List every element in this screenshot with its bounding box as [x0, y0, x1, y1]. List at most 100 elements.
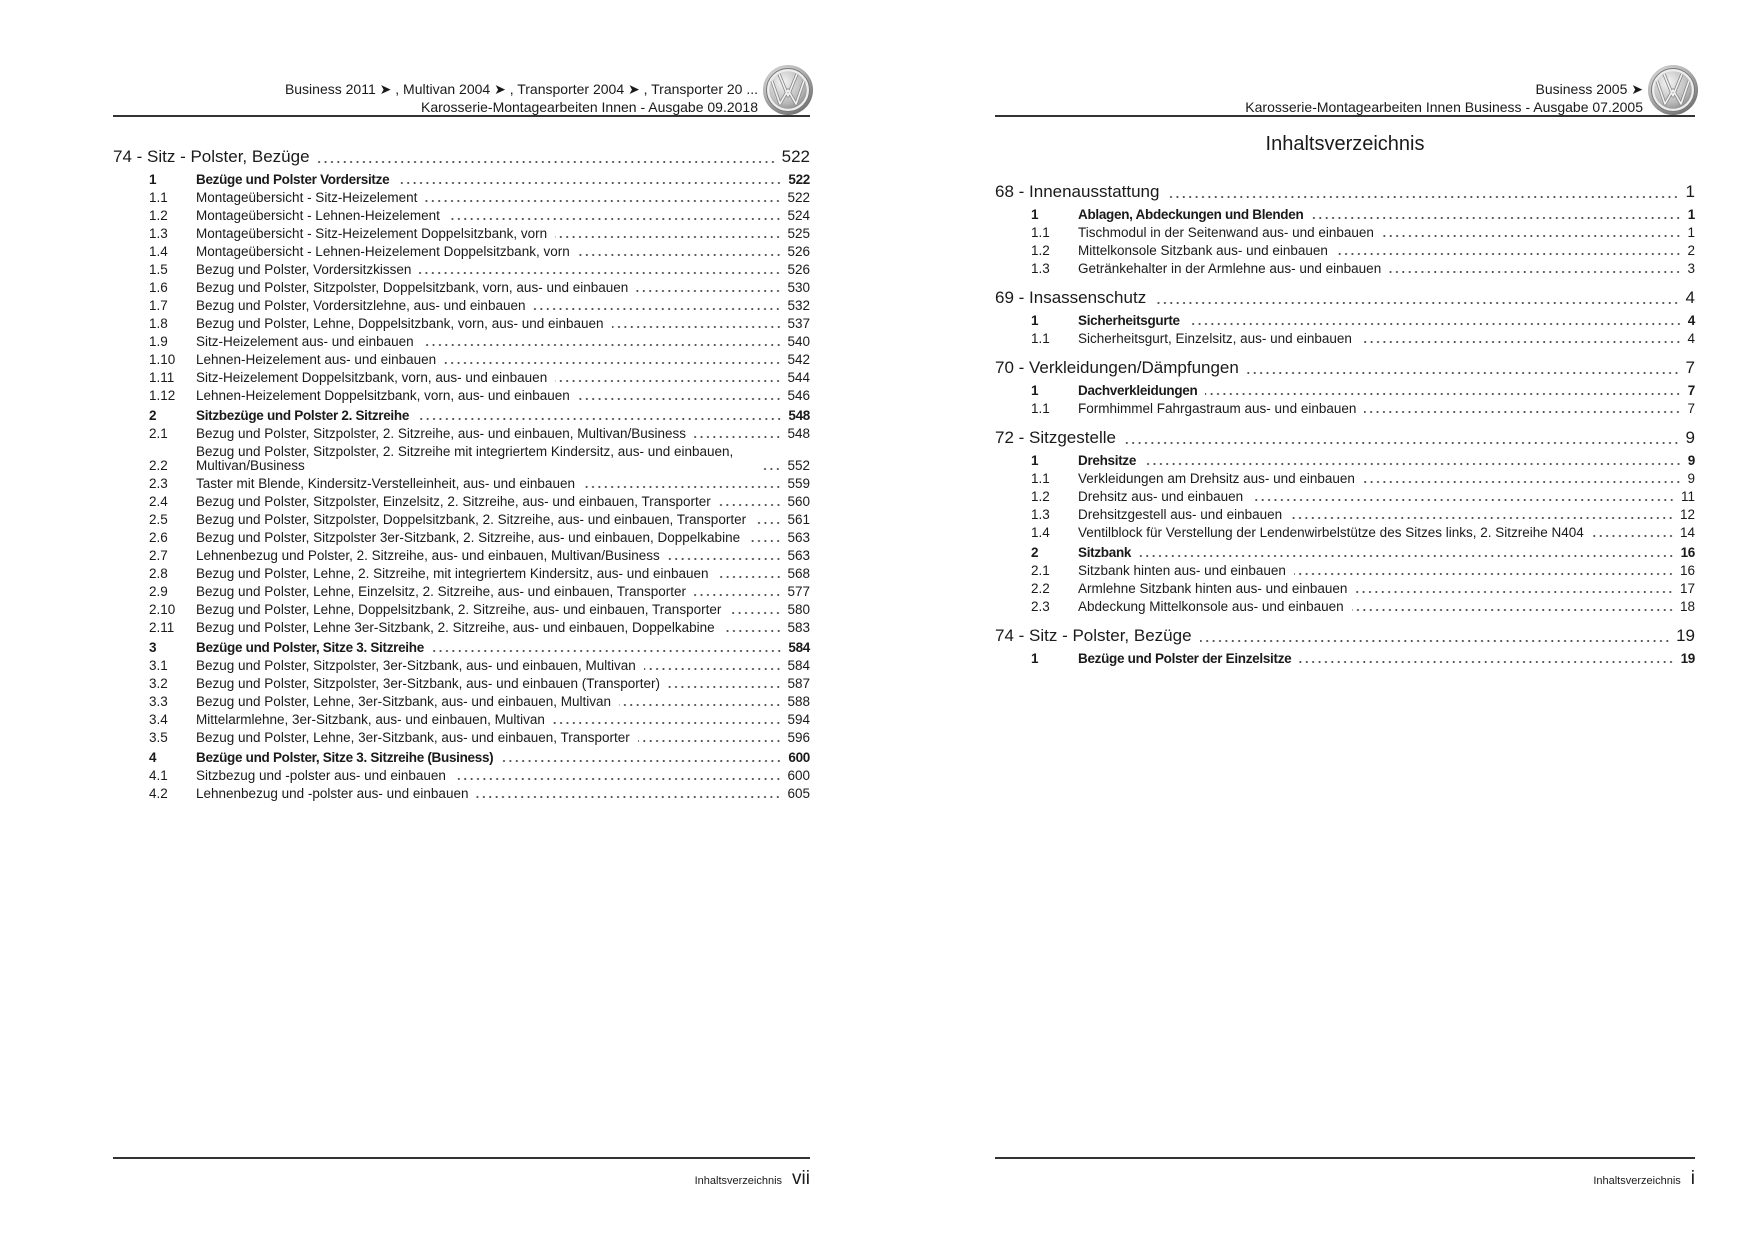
toc-item[interactable]: 2.10 Bezug und Polster, Lehne, Doppelsitz…: [113, 601, 810, 619]
toc-item[interactable]: 2.5 Bezug und Polster, Sitzpolster, Doppe…: [113, 511, 810, 529]
toc-item[interactable]: 3.5 Bezug und Polster, Lehne, 3er-Sitzban…: [113, 729, 810, 747]
toc-item[interactable]: 1.8 Bezug und Polster, Lehne, Doppelsitzb…: [113, 315, 810, 333]
entry-title: Bezüge und Polster Vordersitze: [196, 172, 390, 187]
toc-item[interactable]: 2.6 Bezug und Polster, Sitzpolster 3er-Si…: [113, 529, 810, 547]
dot-leader: [748, 533, 782, 543]
toc-item[interactable]: 1.1 Sicherheitsgurt, Einzelsitz, aus- und…: [995, 330, 1695, 348]
entry-title: Bezug und Polster, Sitzpolster, 2. Sitzr…: [196, 426, 687, 441]
entry-title: Mittelarmlehne, 3er-Sitzbank, aus- und e…: [196, 712, 545, 727]
toc-item[interactable]: 4.2 Lehnenbezug und -polster aus- und ein…: [113, 785, 810, 803]
entry-page-number: 568: [787, 566, 810, 581]
toc-item[interactable]: 1.3 Montageübersicht - Sitz-Heizelement D…: [113, 225, 810, 243]
entry-title: Bezug und Polster, Lehne, Doppelsitzbank…: [196, 602, 722, 617]
entry-number: 4: [149, 750, 157, 765]
toc-item[interactable]: 2.2 Armlehne Sitzbank hinten aus- und ein…: [995, 580, 1695, 598]
footer-page-number: vii: [792, 1168, 810, 1189]
toc-item[interactable]: 1.5 Bezug und Polster, Vordersitzkissen 52…: [113, 261, 810, 279]
entry-page-number: 561: [787, 512, 810, 527]
entry-number: 1.1: [1031, 331, 1050, 346]
toc-item[interactable]: 1.9 Sitz-Heizelement aus- und einbauen 540: [113, 333, 810, 351]
toc-item[interactable]: 3.4 Mittelarmlehne, 3er-Sitzbank, aus- un…: [113, 711, 810, 729]
toc-item[interactable]: 2.11 Bezug und Polster, Lehne 3er-Sitzban…: [113, 619, 810, 637]
toc-item[interactable]: 1.7 Bezug und Polster, Vordersitzlehne, a…: [113, 297, 810, 315]
entry-number: 1: [1031, 313, 1039, 328]
entry-title: Sitzbank hinten aus- und einbauen: [1078, 563, 1286, 578]
entry-number: 2.3: [149, 476, 168, 491]
entry-title: Montageübersicht - Sitz-Heizelement Dopp…: [196, 226, 548, 241]
toc-section[interactable]: 1 Bezüge und Polster Vordersitze 522: [113, 171, 810, 189]
toc-item[interactable]: 1.2 Montageübersicht - Lehnen-Heizelement…: [113, 207, 810, 225]
entry-page-number: 1: [1687, 207, 1696, 222]
entry-number: 1: [1031, 651, 1039, 666]
toc-item[interactable]: 2.3 Taster mit Blende, Kindersitz-Verstel…: [113, 475, 810, 493]
entry-title: Taster mit Blende, Kindersitz-Verstellei…: [196, 476, 575, 491]
toc-item[interactable]: 1.1 Formhimmel Fahrgastraum aus- und einb…: [995, 400, 1695, 418]
toc-chapter[interactable]: 68 - Innenausstattung 1: [995, 180, 1695, 204]
toc-item[interactable]: 1.3 Getränkehalter in der Armlehne aus- u…: [995, 260, 1695, 278]
dot-leader: [611, 319, 782, 329]
entry-title: 70 - Verkleidungen/Dämpfungen: [995, 358, 1239, 377]
entry-number: 1.6: [149, 280, 168, 295]
entry-title: Lehnenbezug und Polster, 2. Sitzreihe, a…: [196, 548, 660, 563]
toc-item[interactable]: 1.10 Lehnen-Heizelement aus- und einbauen…: [113, 351, 810, 369]
toc-section[interactable]: 4 Bezüge und Polster, Sitze 3. Sitzreihe …: [113, 749, 810, 767]
entry-title: Sitz-Heizelement aus- und einbauen: [196, 334, 414, 349]
entry-title: Montageübersicht - Lehnen-Heizelement: [196, 208, 440, 223]
dot-leader: [619, 697, 782, 707]
entry-page-number: 526: [787, 244, 810, 259]
dot-leader: [636, 283, 782, 293]
toc-section[interactable]: 2 Sitzbank 16: [995, 544, 1695, 562]
entry-title: Bezüge und Polster der Einzelsitze: [1078, 651, 1292, 666]
dot-leader: [555, 373, 782, 383]
entry-number: 1.3: [1031, 261, 1050, 276]
toc-item[interactable]: 1.1 Montageübersicht - Sitz-Heizelement 52…: [113, 189, 810, 207]
dot-leader: [722, 623, 782, 633]
toc-item[interactable]: 2.9 Bezug und Polster, Lehne, Einzelsitz,…: [113, 583, 810, 601]
entry-title: Bezug und Polster, Sitzpolster 3er-Sitzb…: [196, 530, 741, 545]
dot-leader: [1359, 334, 1682, 344]
toc-chapter[interactable]: 74 - Sitz - Polster, Bezüge 19: [995, 624, 1695, 648]
entry-number: 2.1: [149, 426, 168, 441]
entry-page-number: 7: [1685, 358, 1695, 377]
entry-number: 1.2: [1031, 243, 1050, 258]
toc-item[interactable]: 2.8 Bezug und Polster, Lehne, 2. Sitzreih…: [113, 565, 810, 583]
toc-section[interactable]: 3 Bezüge und Polster, Sitze 3. Sitzreihe 5…: [113, 639, 810, 657]
toc-item[interactable]: 2.3 Abdeckung Mittelkonsole aus- und einb…: [995, 598, 1695, 616]
toc-item[interactable]: 1.4 Ventilblock für Verstellung der Lende…: [995, 524, 1695, 542]
toc-item[interactable]: 2.4 Bezug und Polster, Sitzpolster, Einze…: [113, 493, 810, 511]
toc-item[interactable]: 1.4 Montageübersicht - Lehnen-Heizelement…: [113, 243, 810, 261]
entry-number: 4.2: [149, 786, 168, 801]
toc-item[interactable]: 1.2 Mittelkonsole Sitzbank aus- und einba…: [995, 242, 1695, 260]
entry-page-number: 530: [787, 280, 810, 295]
toc-item[interactable]: 1.1 Verkleidungen am Drehsitz aus- und ei…: [995, 470, 1695, 488]
toc-chapter[interactable]: 69 - Insassenschutz 4: [995, 286, 1695, 310]
toc-item[interactable]: 2.2 Bezug und Polster, Sitzpolster, 2. Si…: [113, 443, 810, 475]
entry-page-number: 17: [1679, 581, 1695, 596]
toc-item[interactable]: 2.1 Sitzbank hinten aus- und einbauen 16: [995, 562, 1695, 580]
toc-chapter[interactable]: 72 - Sitzgestelle 9: [995, 426, 1695, 450]
toc-item[interactable]: 1.6 Bezug und Polster, Sitzpolster, Doppe…: [113, 279, 810, 297]
dot-leader: [718, 497, 782, 507]
toc-item[interactable]: 2.1 Bezug und Polster, Sitzpolster, 2. Si…: [113, 425, 810, 443]
toc-section[interactable]: 2 Sitzbezüge und Polster 2. Sitzreihe 548: [113, 407, 810, 425]
toc-section[interactable]: 1 Bezüge und Polster der Einzelsitze 19: [995, 650, 1695, 668]
toc-section[interactable]: 1 Dachverkleidungen 7: [995, 382, 1695, 400]
toc-section[interactable]: 1 Ablagen, Abdeckungen und Blenden 1: [995, 206, 1695, 224]
toc-chapter[interactable]: 74 - Sitz - Polster, Bezüge 522: [113, 145, 810, 169]
toc-item[interactable]: 1.2 Drehsitz aus- und einbauen 11: [995, 488, 1695, 506]
toc-item[interactable]: 2.7 Lehnenbezug und Polster, 2. Sitzreihe…: [113, 547, 810, 565]
toc-item[interactable]: 1.12 Lehnen-Heizelement Doppelsitzbank, v…: [113, 387, 810, 405]
dot-leader: [453, 771, 782, 781]
toc-item[interactable]: 1.1 Tischmodul in der Seitenwand aus- und…: [995, 224, 1695, 242]
toc-section[interactable]: 1 Sicherheitsgurte 4: [995, 312, 1695, 330]
toc-chapter[interactable]: 70 - Verkleidungen/Dämpfungen 7: [995, 356, 1695, 380]
toc-item[interactable]: 3.1 Bezug und Polster, Sitzpolster, 3er-S…: [113, 657, 810, 675]
toc-item[interactable]: 3.3 Bezug und Polster, Lehne, 3er-Sitzban…: [113, 693, 810, 711]
entry-number: 2.3: [1031, 599, 1050, 614]
toc-item[interactable]: 1.3 Drehsitzgestell aus- und einbauen 12: [995, 506, 1695, 524]
toc-item[interactable]: 3.2 Bezug und Polster, Sitzpolster, 3er-S…: [113, 675, 810, 693]
entry-page-number: 600: [788, 750, 810, 765]
toc-item[interactable]: 4.1 Sitzbezug und -polster aus- und einba…: [113, 767, 810, 785]
toc-section[interactable]: 1 Drehsitze 9: [995, 452, 1695, 470]
toc-item[interactable]: 1.11 Sitz-Heizelement Doppelsitzbank, vor…: [113, 369, 810, 387]
